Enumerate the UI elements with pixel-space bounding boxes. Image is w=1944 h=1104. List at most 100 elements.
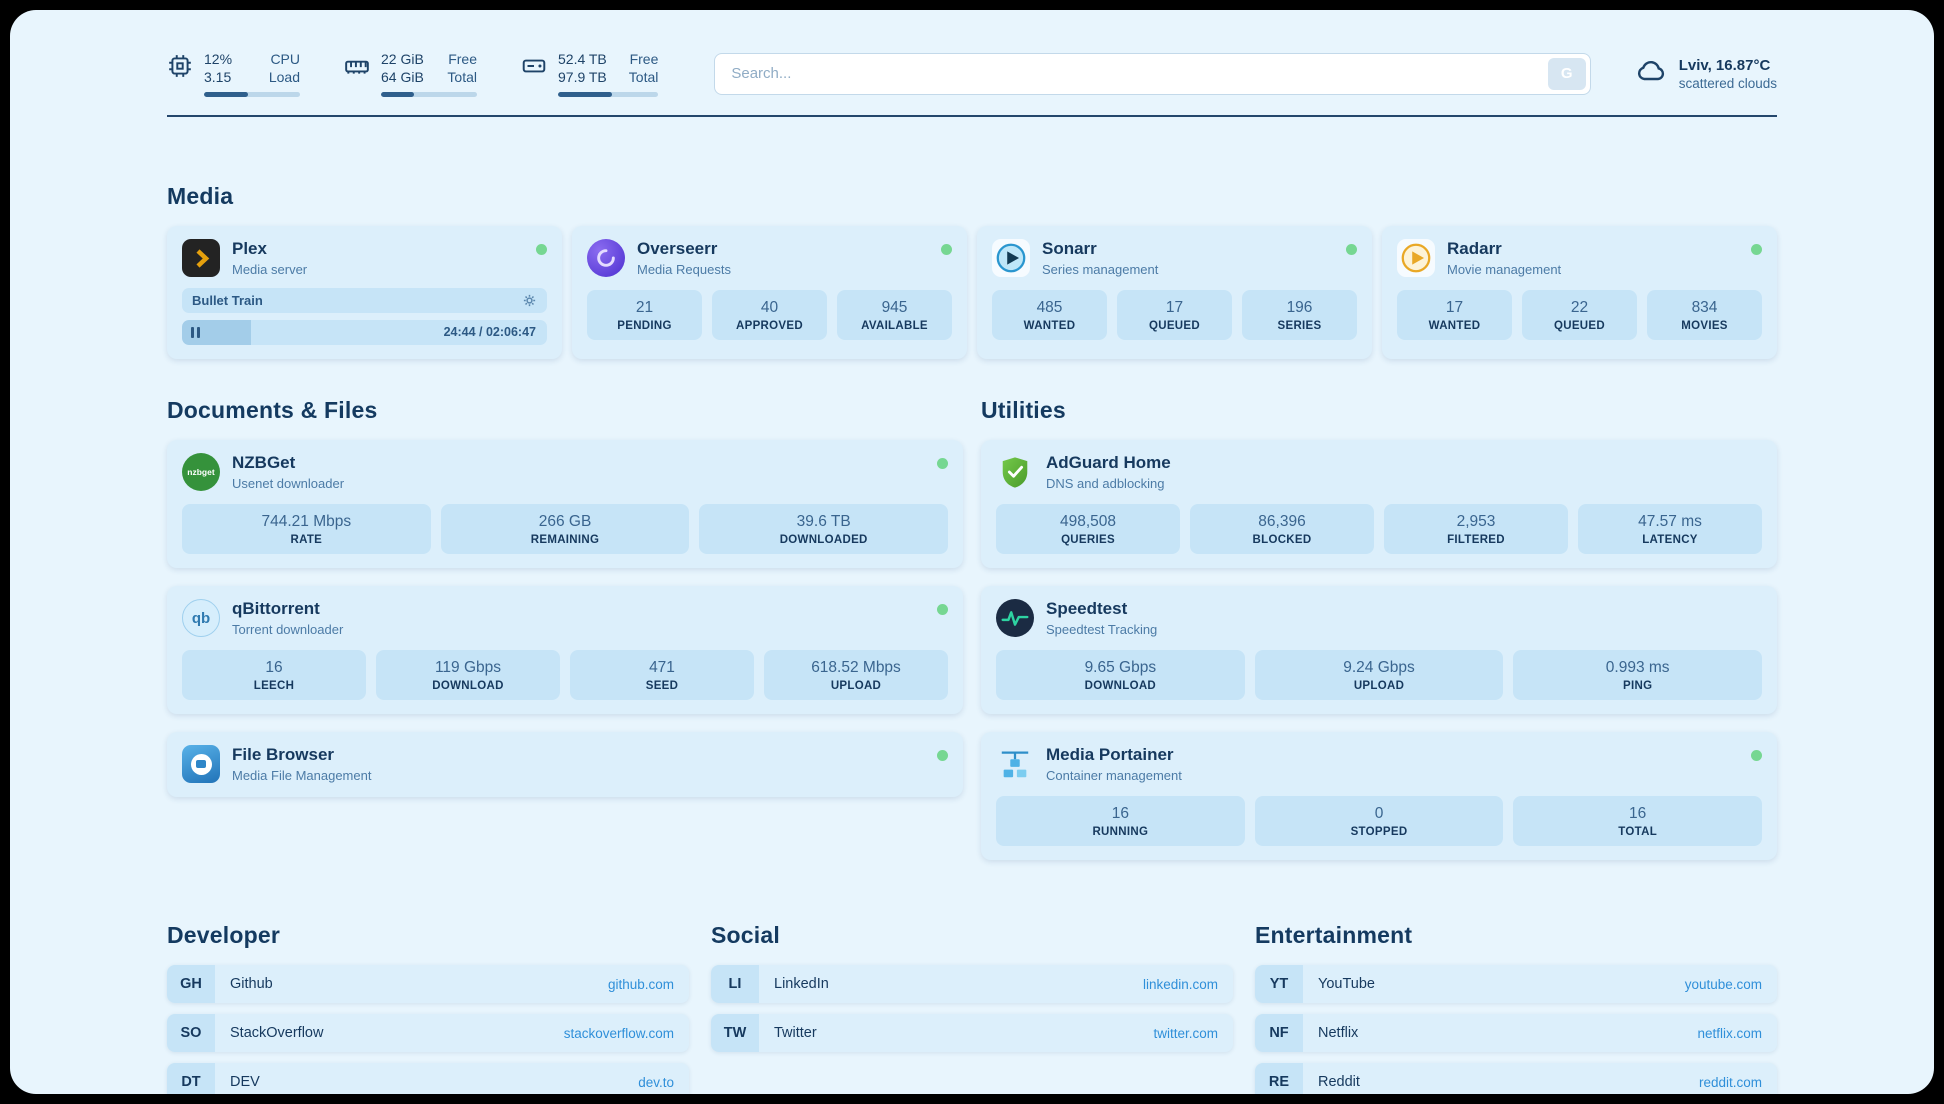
cpu-label: CPU [270, 51, 300, 67]
sonarr-icon [992, 239, 1030, 278]
youtube-abbr-icon: YT [1255, 965, 1303, 1004]
app-card-radarr[interactable]: Radarr Movie management 17 WANTED 22 QUE… [1382, 226, 1777, 360]
app-card-portainer[interactable]: Media Portainer Container management 16 … [981, 732, 1777, 861]
app-subtitle: Speedtest Tracking [1046, 622, 1158, 638]
cpu-progress-bar [204, 92, 300, 98]
bookmark-url[interactable]: twitter.com [1153, 1025, 1218, 1041]
bookmark-url[interactable]: netflix.com [1697, 1025, 1762, 1041]
stat-tile: 9.65 Gbps DOWNLOAD [996, 650, 1245, 701]
bookmark-url[interactable]: stackoverflow.com [563, 1025, 674, 1041]
bookmark-name: StackOverflow [230, 1025, 324, 1042]
utilities-section-title: Utilities [981, 397, 1066, 424]
section-social: Social LI LinkedIn linkedin.com TW Twitt… [711, 922, 1233, 1094]
section-developer: Developer GH Github github.com SO StackO… [167, 922, 689, 1094]
search-bar: G [714, 52, 1591, 95]
status-dot [937, 604, 948, 616]
search-input[interactable] [714, 52, 1591, 95]
netflix-abbr-icon: NF [1255, 1014, 1303, 1053]
twitter-abbr-icon: TW [711, 1014, 759, 1053]
stat-tile: 39.6 TB DOWNLOADED [699, 504, 949, 555]
app-card-qbittorrent[interactable]: qb qBittorrent Torrent downloader 16 [167, 586, 963, 715]
disk-free-value: 52.4 TB [558, 51, 607, 67]
app-subtitle: Torrent downloader [232, 622, 344, 638]
app-subtitle: Container management [1046, 768, 1182, 784]
cpu-percent: 12% [204, 51, 233, 67]
app-title: Overseerr [637, 239, 718, 259]
app-subtitle: Media server [232, 262, 308, 278]
bookmark-url[interactable]: github.com [607, 976, 674, 992]
stat-tile: 16 LEECH [182, 650, 366, 701]
bookmark-youtube[interactable]: YT YouTube youtube.com [1255, 965, 1777, 1004]
ram-progress-bar [381, 92, 477, 98]
linkedin-abbr-icon: LI [711, 965, 759, 1004]
stat-tile: 0 STOPPED [1254, 796, 1504, 847]
dashboard-page: 12% 3.15 CPU Load [10, 10, 1934, 1094]
stat-tile: 498,508 QUERIES [996, 504, 1180, 555]
app-card-filebrowser[interactable]: File Browser Media File Management [167, 732, 963, 798]
disk-widget: 52.4 TB 97.9 TB Free Total [521, 50, 659, 98]
stat-tile: 21 PENDING [587, 290, 702, 341]
app-card-nzbget[interactable]: nzbget NZBGet Usenet downloader 744.21 M… [167, 440, 963, 569]
section-utilities: Utilities [981, 397, 1777, 861]
stat-tile: 47.57 ms LATENCY [1578, 504, 1762, 555]
app-card-speedtest[interactable]: Speedtest Speedtest Tracking 9.65 Gbps D… [981, 586, 1777, 715]
bookmark-url[interactable]: dev.to [638, 1074, 674, 1090]
bookmark-github[interactable]: GH Github github.com [167, 965, 689, 1004]
gear-icon[interactable] [522, 293, 537, 308]
nzbget-icon: nzbget [182, 453, 220, 492]
app-title: Radarr [1447, 239, 1502, 259]
weather-location: Lviv, 16.87°C [1678, 56, 1771, 74]
filebrowser-icon [182, 745, 220, 784]
app-title: qBittorrent [232, 599, 320, 619]
app-title: Media Portainer [1046, 745, 1174, 765]
section-media: Media Plex Media server [167, 183, 1777, 360]
search-engine-button[interactable]: G [1547, 57, 1586, 90]
stat-tile: 119 Gbps DOWNLOAD [376, 650, 560, 701]
dev-abbr-icon: DT [167, 1063, 215, 1094]
bookmark-name: YouTube [1318, 976, 1375, 993]
bookmark-twitter[interactable]: TW Twitter twitter.com [711, 1014, 1233, 1053]
app-title: Speedtest [1046, 599, 1128, 619]
bookmark-url[interactable]: youtube.com [1684, 976, 1762, 992]
bookmark-reddit[interactable]: RE Reddit reddit.com [1255, 1063, 1777, 1094]
status-dot [937, 750, 948, 762]
portainer-icon [996, 745, 1034, 783]
ram-free-label: Free [448, 51, 477, 67]
section-documents: Documents & Files nzbget NZBGet Usenet d… [167, 397, 963, 860]
bookmark-url[interactable]: linkedin.com [1142, 976, 1218, 992]
ram-total-label: Total [447, 69, 477, 86]
app-card-plex[interactable]: Plex Media server Bullet Train [167, 226, 562, 360]
app-card-sonarr[interactable]: Sonarr Series management 485 WANTED 17 Q… [977, 226, 1372, 360]
stat-tile: 17 WANTED [1397, 290, 1512, 341]
stat-tile: 0.993 ms PING [1513, 650, 1763, 701]
app-subtitle: Series management [1042, 262, 1159, 278]
stat-tile: 196 SERIES [1242, 290, 1357, 341]
bookmark-linkedin[interactable]: LI LinkedIn linkedin.com [711, 965, 1233, 1004]
app-card-overseerr[interactable]: Overseerr Media Requests 21 PENDING 40 A… [572, 226, 967, 360]
reddit-abbr-icon: RE [1255, 1063, 1303, 1094]
app-subtitle: Movie management [1447, 262, 1562, 278]
pause-icon[interactable] [191, 327, 200, 339]
stat-tile: 22 QUEUED [1522, 290, 1637, 341]
status-dot [937, 458, 948, 470]
playback-progress-bar[interactable]: 24:44 / 02:06:47 [182, 320, 547, 346]
disk-progress-bar [558, 92, 659, 98]
bookmark-url[interactable]: reddit.com [1698, 1074, 1762, 1090]
bookmark-netflix[interactable]: NF Netflix netflix.com [1255, 1014, 1777, 1053]
cpu-icon [167, 53, 193, 84]
section-entertainment: Entertainment YT YouTube youtube.com NF … [1255, 922, 1777, 1094]
overseerr-icon [587, 239, 625, 278]
stat-tile: 40 APPROVED [712, 290, 827, 341]
weather-widget: Lviv, 16.87°C scattered clouds [1635, 55, 1777, 92]
app-card-adguard[interactable]: AdGuard Home DNS and adblocking 498,508 … [981, 440, 1777, 569]
app-subtitle: DNS and adblocking [1046, 476, 1165, 492]
disk-icon [521, 53, 547, 84]
system-stats: 12% 3.15 CPU Load [167, 50, 659, 98]
status-dot [1751, 750, 1762, 762]
github-abbr-icon: GH [167, 965, 215, 1004]
adguard-shield-icon [996, 453, 1034, 491]
stat-tile: 945 AVAILABLE [837, 290, 952, 341]
bookmark-stackoverflow[interactable]: SO StackOverflow stackoverflow.com [167, 1014, 689, 1053]
bookmark-dev[interactable]: DT DEV dev.to [167, 1063, 689, 1094]
documents-section-title: Documents & Files [167, 397, 378, 424]
